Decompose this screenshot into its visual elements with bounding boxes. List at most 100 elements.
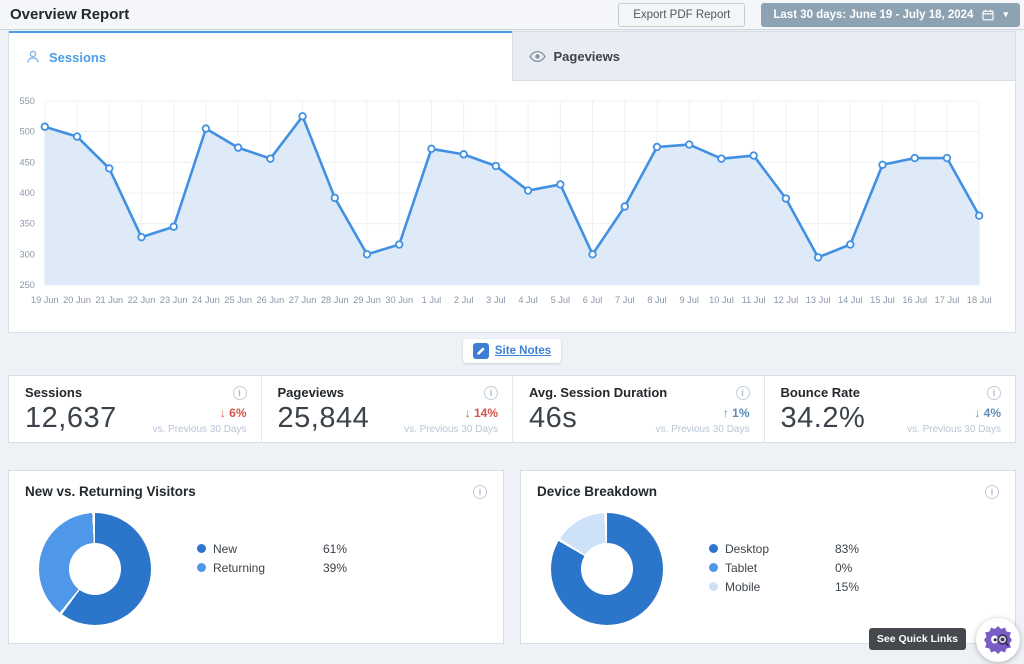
info-icon[interactable]: i <box>473 484 487 499</box>
line-chart-wrap: 250 300 350 400 450 500 550 19 Jun 20 Jun 21 Jun 2… <box>9 81 1015 332</box>
header-bar: Overview Report Export PDF Report Last 3… <box>0 0 1024 30</box>
stat-compare-note: vs. Previous 30 Days <box>907 424 1001 435</box>
stat-change: ↓ 14% <box>464 406 498 420</box>
device-legend: Desktop 83% Tablet 0% Mobile 15% <box>709 539 859 625</box>
svg-text:17 Jul: 17 Jul <box>935 295 960 305</box>
svg-text:13 Jul: 13 Jul <box>806 295 831 305</box>
stat-value: 25,844 <box>277 402 370 434</box>
svg-text:14 Jul: 14 Jul <box>838 295 863 305</box>
up-arrow-icon: ↑ <box>722 406 729 420</box>
stat-title: Bounce Rate <box>780 385 860 400</box>
svg-text:6 Jul: 6 Jul <box>583 295 603 305</box>
date-range-button[interactable]: Last 30 days: June 19 - July 18, 2024 ▾ <box>761 2 1020 27</box>
svg-text:4 Jul: 4 Jul <box>518 295 538 305</box>
info-icon[interactable]: i <box>987 385 1001 400</box>
card-title: Device Breakdown <box>537 484 658 499</box>
legend-dot <box>197 563 206 572</box>
card-title: New vs. Returning Visitors <box>25 484 196 499</box>
svg-text:21 Jun: 21 Jun <box>95 295 123 305</box>
svg-text:27 Jun: 27 Jun <box>289 295 317 305</box>
legend-value: 15% <box>835 579 860 594</box>
pencil-icon <box>472 343 489 359</box>
svg-text:29 Jun: 29 Jun <box>353 295 381 305</box>
svg-text:10 Jul: 10 Jul <box>709 295 734 305</box>
monsterinsights-mascot-icon <box>981 623 1015 657</box>
export-pdf-button[interactable]: Export PDF Report <box>618 2 746 27</box>
svg-text:350: 350 <box>19 219 34 229</box>
svg-text:2 Jul: 2 Jul <box>454 295 474 305</box>
svg-text:20 Jun: 20 Jun <box>63 295 91 305</box>
svg-text:22 Jun: 22 Jun <box>128 295 156 305</box>
svg-text:9 Jul: 9 Jul <box>679 295 699 305</box>
svg-text:1 Jul: 1 Jul <box>422 295 442 305</box>
svg-text:15 Jul: 15 Jul <box>870 295 895 305</box>
page-title: Overview Report <box>10 6 130 23</box>
svg-text:7 Jul: 7 Jul <box>615 295 635 305</box>
device-donut-chart[interactable] <box>551 513 663 625</box>
tab-sessions[interactable]: Sessions <box>9 31 512 81</box>
visitors-legend: New 61% Returning 39% <box>197 539 347 625</box>
device-card: Device Breakdown i Desktop 83% Tablet 0% <box>520 470 1016 644</box>
legend-label: Mobile <box>725 579 761 594</box>
caret-down-icon: ▾ <box>1003 9 1008 19</box>
eye-icon <box>528 50 546 63</box>
svg-text:300: 300 <box>19 249 34 259</box>
svg-text:24 Jun: 24 Jun <box>192 295 220 305</box>
stat-card-pageviews: Pageviews i 25,844 ↓ 14% vs. Previous 30 D… <box>260 376 513 443</box>
legend-item-mobile: Mobile 15% <box>709 577 859 596</box>
stat-compare-note: vs. Previous 30 Days <box>152 424 247 435</box>
tab-pageviews-label: Pageviews <box>553 48 621 64</box>
stat-change: ↓ 6% <box>219 406 247 420</box>
site-notes-button[interactable]: Site Notes <box>462 339 562 363</box>
down-arrow-icon: ↓ <box>974 406 981 420</box>
legend-value: 39% <box>323 560 348 575</box>
breakdown-cards: New vs. Returning Visitors i New 61% Retu… <box>8 470 1016 644</box>
sessions-line-chart[interactable]: 250 300 350 400 450 500 550 19 Jun 20 Jun 21 Jun 2… <box>15 87 1009 332</box>
stat-title: Avg. Session Duration <box>529 385 668 400</box>
svg-text:28 Jun: 28 Jun <box>321 295 349 305</box>
date-range-label: Last 30 days: June 19 - July 18, 2024 <box>773 8 974 21</box>
svg-text:11 Jul: 11 Jul <box>742 295 766 305</box>
legend-label: Tablet <box>725 560 758 575</box>
svg-text:30 Jun: 30 Jun <box>385 295 413 305</box>
legend-item-new: New 61% <box>197 539 347 558</box>
report-tabs: Sessions Pageviews <box>9 31 1015 81</box>
svg-text:26 Jun: 26 Jun <box>256 295 284 305</box>
info-icon[interactable]: i <box>735 385 750 400</box>
legend-label: New <box>213 541 238 556</box>
info-icon[interactable]: i <box>232 385 247 400</box>
legend-item-desktop: Desktop 83% <box>709 539 859 558</box>
legend-value: 61% <box>323 541 348 556</box>
stat-change: ↑ 1% <box>722 406 750 420</box>
stat-value: 46s <box>529 402 578 434</box>
legend-item-returning: Returning 39% <box>197 558 347 577</box>
svg-text:16 Jul: 16 Jul <box>902 295 927 305</box>
stat-change: ↓ 4% <box>974 406 1001 420</box>
stat-card-sessions: Sessions i 12,637 ↓ 6% vs. Previous 30 Day… <box>9 376 261 443</box>
visitors-card: New vs. Returning Visitors i New 61% Retu… <box>8 470 504 644</box>
legend-dot <box>709 563 718 572</box>
stat-compare-note: vs. Previous 30 Days <box>655 424 750 435</box>
info-icon[interactable]: i <box>985 484 999 499</box>
svg-text:23 Jun: 23 Jun <box>160 295 188 305</box>
report-page: Sessions Pageviews 250 300 350 400 450 500 550… <box>0 30 1024 644</box>
svg-text:18 Jul: 18 Jul <box>967 295 992 305</box>
visitors-donut-chart[interactable] <box>39 513 151 625</box>
stats-row: Sessions i 12,637 ↓ 6% vs. Previous 30 Day… <box>8 375 1016 443</box>
stat-title: Pageviews <box>277 385 345 400</box>
stat-card-avg-session-duration: Avg. Session Duration i 46s ↑ 1% vs. Previ… <box>512 376 764 443</box>
down-arrow-icon: ↓ <box>464 406 471 420</box>
see-quick-links-tooltip[interactable]: See Quick Links <box>868 628 966 650</box>
legend-dot <box>709 544 718 553</box>
stat-title: Sessions <box>25 385 83 400</box>
site-notes-label: Site Notes <box>494 345 552 357</box>
svg-text:500: 500 <box>19 127 34 137</box>
svg-text:19 Jun: 19 Jun <box>31 295 59 305</box>
tab-pageviews[interactable]: Pageviews <box>511 31 1015 81</box>
legend-item-tablet: Tablet 0% <box>709 558 859 577</box>
stat-value: 34.2% <box>780 402 866 434</box>
quick-links-button[interactable] <box>976 618 1020 662</box>
stat-value: 12,637 <box>25 402 117 434</box>
info-icon[interactable]: i <box>484 385 498 400</box>
stat-compare-note: vs. Previous 30 Days <box>404 424 498 435</box>
